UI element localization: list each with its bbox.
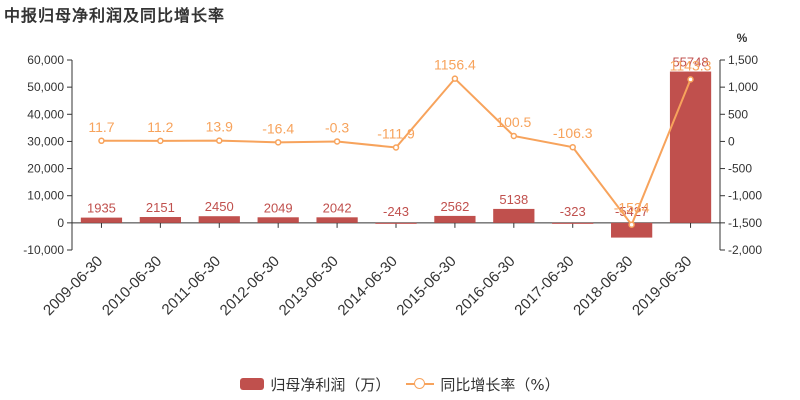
right-tick-label: 1,500 [728, 53, 758, 67]
legend-label: 归母净利润（万） [270, 375, 391, 394]
legend-bar-swatch [240, 378, 265, 390]
legend-item-profit[interactable]: 归母净利润（万） [240, 374, 390, 395]
left-tick-label: 40,000 [27, 107, 64, 121]
right-tick-label: -2,000 [728, 243, 762, 257]
legend: 归母净利润（万） 同比增长率（%） [0, 372, 800, 396]
line-data-label: 11.2 [147, 119, 173, 135]
line-data-label: 13.9 [206, 119, 233, 135]
bar-data-label: -323 [560, 204, 586, 219]
right-axis-unit: % [737, 31, 748, 45]
x-tick-label: 2018-06-30 [570, 253, 636, 319]
right-tick-label: -1,500 [728, 216, 762, 230]
bar [434, 215, 476, 223]
line-data-label: -111.9 [377, 126, 415, 142]
left-tick-label: 10,000 [27, 189, 64, 203]
x-tick-label: 2016-06-30 [452, 253, 518, 319]
line-data-label: 11.7 [88, 119, 114, 135]
bar-data-label: 2049 [264, 200, 293, 215]
bar [80, 217, 123, 223]
bar-data-label: 2562 [440, 199, 469, 214]
growth-rate-point [98, 137, 105, 145]
x-tick-label: 2019-06-30 [629, 253, 695, 319]
bar-data-label: -243 [383, 204, 409, 219]
left-tick-label: 50,000 [27, 80, 64, 94]
line-data-label: 1156.4 [434, 57, 476, 73]
bar-data-label: 2042 [323, 200, 352, 215]
bar-data-label: 2151 [146, 200, 175, 215]
bar [669, 71, 712, 223]
x-tick-label: 2014-06-30 [335, 253, 401, 319]
bar [139, 217, 181, 223]
right-tick-label: 1,000 [728, 80, 758, 94]
line-data-label: -1534 [614, 200, 650, 216]
bar [316, 217, 358, 223]
bar [552, 222, 594, 224]
right-tick-label: 500 [728, 107, 748, 121]
left-tick-label: 30,000 [27, 134, 64, 148]
x-tick-label: 2015-06-30 [393, 253, 459, 319]
line-data-label: 100.5 [496, 114, 531, 130]
growth-rate-point [216, 137, 223, 144]
bar-data-label: 2450 [205, 199, 234, 214]
right-tick-label: -1,000 [728, 189, 762, 203]
x-tick-label: 2013-06-30 [276, 253, 342, 319]
right-tick-label: 0 [728, 134, 735, 148]
x-tick-label: 2017-06-30 [511, 253, 577, 319]
chart-title: 中报归母净利润及同比增长率 [4, 6, 226, 25]
x-tick-label: 2011-06-30 [159, 253, 224, 318]
growth-rate-point [157, 137, 164, 145]
line-data-label: 1143.3 [670, 57, 712, 73]
left-tick-label: 20,000 [27, 162, 64, 176]
bar-data-label: 1935 [87, 201, 116, 216]
legend-line-swatch [406, 378, 435, 390]
x-tick-label: 2012-06-30 [217, 253, 283, 319]
growth-rate-point [628, 221, 635, 228]
x-tick-label: 2009-06-30 [40, 253, 106, 319]
growth-rate-point [333, 138, 341, 145]
bar [198, 216, 240, 223]
line-data-label: -0.3 [325, 119, 349, 135]
x-tick-label: 2010-06-30 [99, 253, 165, 319]
legend-item-growth[interactable]: 同比增长率（%） [406, 374, 560, 395]
bar [375, 222, 417, 224]
growth-rate-point [569, 143, 576, 151]
left-tick-label: 60,000 [27, 53, 64, 67]
growth-rate-point [510, 132, 518, 140]
growth-rate-point [687, 76, 694, 83]
growth-rate-point [451, 75, 459, 82]
bar [611, 222, 653, 238]
bar [257, 217, 299, 223]
line-data-label: -106.3 [553, 125, 593, 141]
bar-data-label: 5138 [499, 192, 528, 207]
growth-rate-point [274, 139, 282, 146]
bar [493, 208, 535, 223]
line-data-label: -16.4 [262, 120, 294, 136]
right-tick-label: -500 [728, 162, 752, 176]
left-tick-label: 0 [57, 216, 64, 230]
growth-rate-point [392, 144, 400, 151]
legend-label: 同比增长率（%） [440, 375, 560, 394]
growth-rate-line [101, 77, 692, 227]
bar-data-label: 55748 [672, 55, 708, 70]
left-tick-label: -10,000 [23, 243, 64, 257]
